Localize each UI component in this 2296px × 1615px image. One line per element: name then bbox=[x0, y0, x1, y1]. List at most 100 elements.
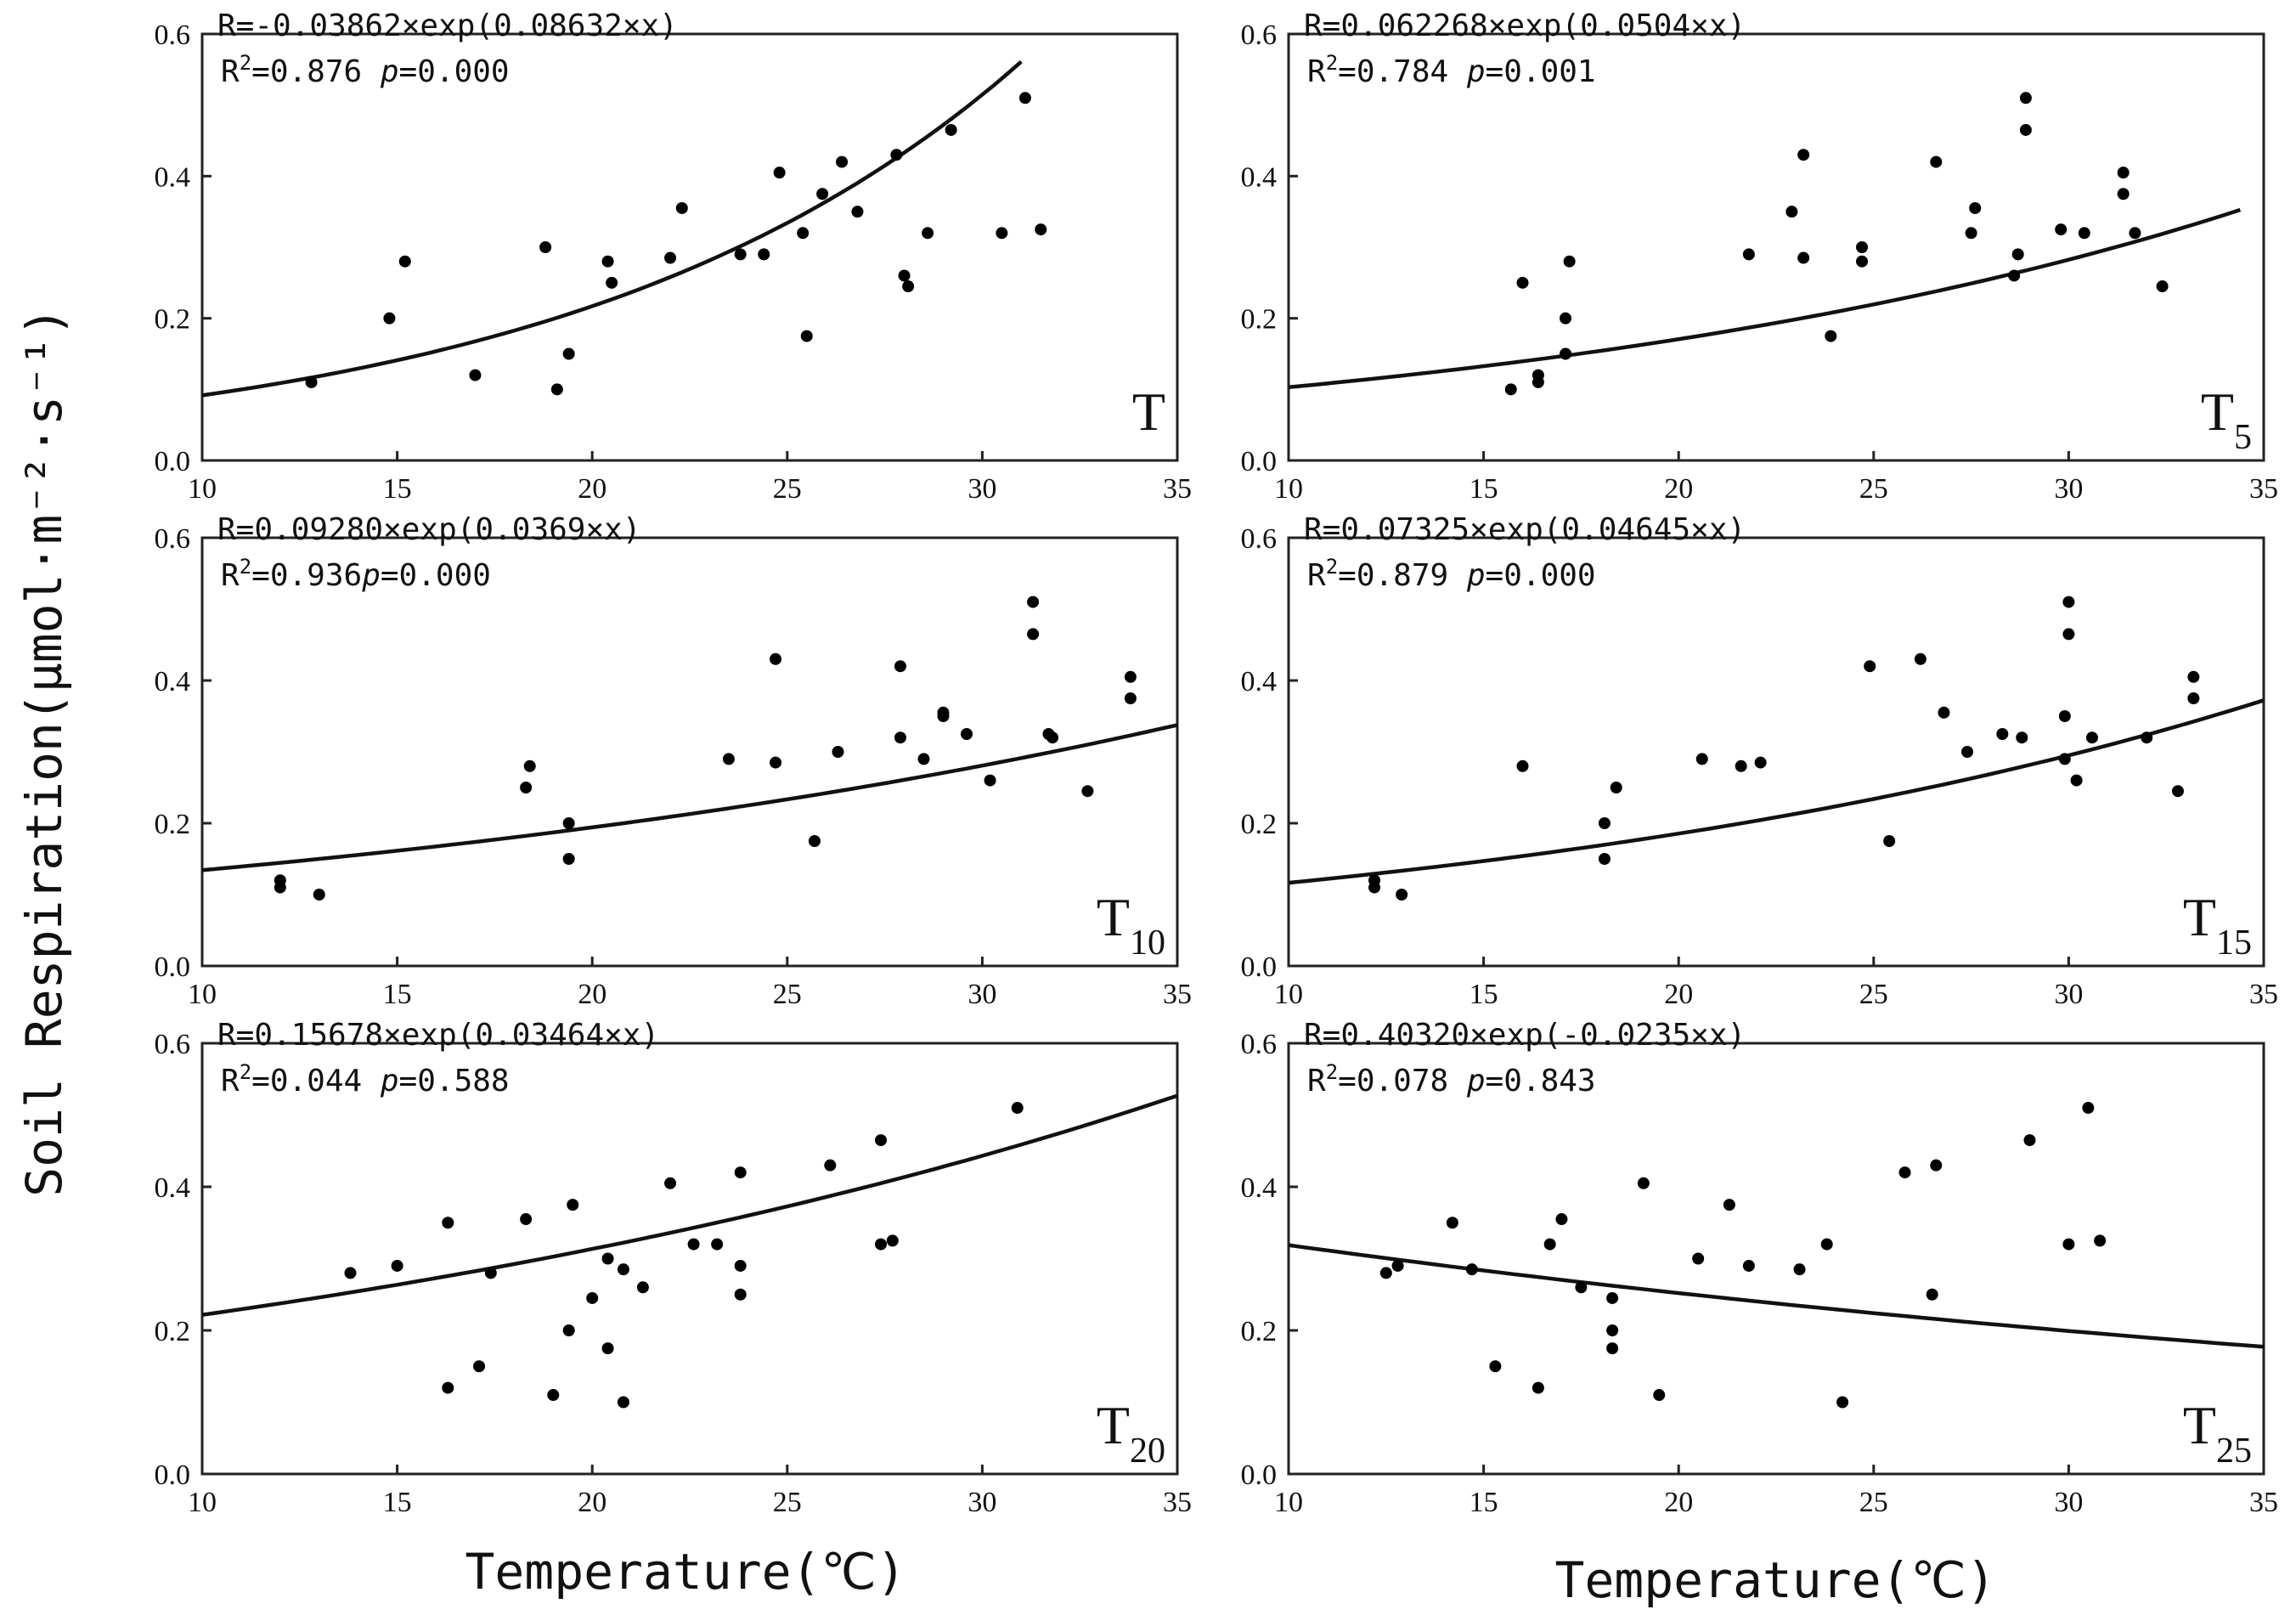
data-point bbox=[1379, 1267, 1392, 1279]
panel-T: 10 15 20 25 30 35 0.0 0.2 0.4 0.6 R=-0.03862×exp(0… bbox=[155, 8, 1193, 505]
panel-label-sub: 25 bbox=[2216, 1431, 2252, 1471]
data-point bbox=[1735, 760, 1747, 772]
x-tick-label: 25 bbox=[1859, 473, 1888, 505]
x-tick-label: 20 bbox=[1664, 979, 1693, 1010]
data-point bbox=[520, 782, 533, 793]
data-point bbox=[1391, 1259, 1404, 1272]
x-tick-label: 30 bbox=[967, 473, 996, 505]
data-point bbox=[2019, 92, 2032, 104]
panel-label-sub: 5 bbox=[2234, 418, 2252, 457]
p-value: =0.000 bbox=[1486, 558, 1596, 593]
data-point bbox=[1516, 276, 1529, 289]
r2-prefix: R bbox=[1307, 558, 1326, 593]
fit-curve bbox=[201, 59, 1023, 398]
data-point bbox=[890, 149, 903, 161]
data-point bbox=[2085, 731, 2098, 744]
data-point bbox=[1504, 383, 1517, 396]
fit-equation: R=0.062268×exp(0.0504×x) bbox=[1304, 8, 1746, 43]
data-point bbox=[687, 1238, 700, 1251]
x-tick-label: 20 bbox=[578, 979, 606, 1010]
fit-equation: R=0.15678×exp(0.03464×x) bbox=[217, 1018, 659, 1053]
p-letter: p bbox=[1466, 1064, 1486, 1098]
data-point bbox=[1465, 1263, 1478, 1276]
data-point bbox=[2070, 774, 2083, 787]
data-point bbox=[1555, 1213, 1568, 1226]
fit-equation: R=0.40320×exp(-0.0235×x) bbox=[1304, 1018, 1746, 1053]
r2-value: =0.876 bbox=[251, 54, 381, 89]
fit-curve bbox=[1288, 698, 2265, 885]
data-point bbox=[617, 1263, 629, 1276]
x-axis-title-right: Temperature(℃) bbox=[1554, 1551, 1995, 1609]
data-point bbox=[562, 347, 575, 360]
p-letter: p bbox=[1466, 558, 1486, 593]
y-tick-label: 0.4 bbox=[155, 1172, 191, 1204]
data-point bbox=[1563, 255, 1576, 268]
r2-value: =0.784 bbox=[1338, 54, 1467, 89]
y-tick-label: 0.0 bbox=[1241, 951, 1278, 983]
data-point bbox=[550, 383, 563, 396]
r2-prefix: R bbox=[1307, 54, 1326, 89]
r2-exponent: 2 bbox=[1326, 1060, 1338, 1084]
fit-statistics: R2=0.044 p=0.588 bbox=[221, 1060, 510, 1098]
data-point bbox=[2023, 1134, 2036, 1147]
data-point bbox=[875, 1134, 888, 1147]
data-point bbox=[1793, 1263, 1806, 1276]
panel-label: T10 bbox=[1097, 887, 1165, 963]
y-tick-label: 0.4 bbox=[155, 161, 191, 193]
panel-label: T bbox=[1132, 381, 1165, 442]
data-point bbox=[2171, 785, 2184, 798]
data-point bbox=[1820, 1238, 1833, 1251]
x-tick-label: 15 bbox=[383, 473, 412, 505]
data-point bbox=[1489, 1360, 1502, 1373]
x-tick-label: 30 bbox=[2054, 1487, 2083, 1518]
data-point bbox=[824, 1159, 837, 1172]
fit-statistics: R2=0.784 p=0.001 bbox=[1307, 51, 1596, 89]
data-point bbox=[1532, 1381, 1544, 1394]
data-point bbox=[1543, 1238, 1556, 1251]
data-point bbox=[1825, 330, 1837, 342]
data-point bbox=[313, 889, 325, 901]
data-point bbox=[636, 1281, 649, 1294]
data-point bbox=[902, 280, 915, 293]
y-tick-label: 0.2 bbox=[1241, 809, 1278, 840]
data-point bbox=[2062, 628, 2075, 641]
y-tick-label: 0.6 bbox=[155, 523, 191, 555]
r2-exponent: 2 bbox=[240, 51, 251, 75]
data-point bbox=[442, 1217, 454, 1229]
p-letter: p bbox=[1466, 54, 1486, 89]
y-tick-label: 0.6 bbox=[155, 20, 191, 51]
data-point bbox=[1598, 817, 1611, 829]
y-tick-label: 0.6 bbox=[1241, 1029, 1278, 1060]
data-point bbox=[1035, 223, 1047, 236]
x-tick-label: 25 bbox=[773, 979, 802, 1010]
r2-value: =0.879 bbox=[1338, 558, 1467, 593]
panel-label: T25 bbox=[2183, 1395, 2252, 1471]
data-point bbox=[816, 188, 829, 200]
x-tick-label: 10 bbox=[1274, 1487, 1303, 1518]
data-point bbox=[1575, 1281, 1588, 1294]
panel-label-main: T bbox=[1097, 887, 1130, 947]
data-point bbox=[2129, 227, 2141, 240]
p-value: =0.000 bbox=[399, 54, 510, 89]
data-point bbox=[2187, 692, 2200, 704]
x-tick-label: 35 bbox=[2249, 473, 2278, 505]
y-tick-label: 0.4 bbox=[1241, 666, 1278, 697]
fit-curve bbox=[201, 723, 1178, 872]
r2-prefix: R bbox=[1307, 1064, 1326, 1098]
r2-value: =0.078 bbox=[1338, 1064, 1467, 1098]
x-tick-label: 15 bbox=[1470, 1487, 1498, 1518]
data-point bbox=[961, 728, 973, 740]
data-point bbox=[758, 248, 770, 261]
data-point bbox=[601, 255, 614, 268]
fit-curve bbox=[201, 1093, 1178, 1317]
fit-statistics: R2=0.936p=0.000 bbox=[221, 555, 491, 593]
r2-prefix: R bbox=[221, 1064, 240, 1098]
data-point bbox=[606, 276, 618, 289]
data-point bbox=[722, 753, 735, 765]
y-tick-label: 0.6 bbox=[155, 1029, 191, 1060]
data-point bbox=[851, 206, 864, 218]
data-point bbox=[2062, 1238, 2075, 1251]
y-tick-label: 0.2 bbox=[155, 304, 191, 336]
panel-T5: 10 15 20 25 30 350.00.20.40.6 R=0.062268×exp(0… bbox=[1241, 8, 2279, 505]
data-point bbox=[562, 853, 575, 865]
